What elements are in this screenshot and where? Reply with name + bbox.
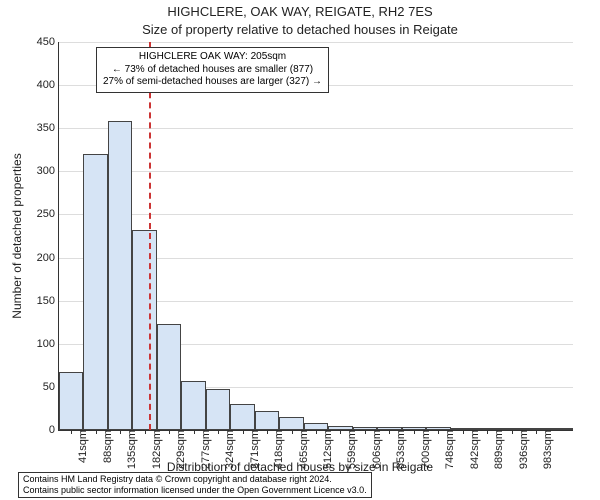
grid-line xyxy=(59,214,573,215)
x-tick xyxy=(487,430,488,434)
x-tick-label: 88sqm xyxy=(100,430,114,463)
histogram-bar xyxy=(83,154,107,430)
y-tick-label: 350 xyxy=(37,122,59,134)
x-tick xyxy=(389,430,390,434)
credit-line-2: Contains public sector information licen… xyxy=(23,485,367,496)
x-tick xyxy=(365,430,366,434)
x-tick xyxy=(512,430,513,434)
y-tick-label: 200 xyxy=(37,252,59,264)
y-tick-label: 450 xyxy=(37,36,59,48)
x-tick xyxy=(96,430,97,434)
x-tick xyxy=(267,430,268,434)
histogram-bar xyxy=(304,423,328,430)
annotation-line-2: ← 73% of detached houses are smaller (87… xyxy=(103,64,322,77)
histogram-bar xyxy=(181,381,205,430)
annotation-line-1: HIGHCLERE OAK WAY: 205sqm xyxy=(103,51,322,64)
credit-line-1: Contains HM Land Registry data © Crown c… xyxy=(23,474,367,485)
histogram-bar xyxy=(279,417,303,430)
x-tick xyxy=(438,430,439,434)
x-tick xyxy=(243,430,244,434)
x-tick xyxy=(71,430,72,434)
annotation-line-3: 27% of semi-detached houses are larger (… xyxy=(103,76,322,89)
grid-line xyxy=(59,42,573,43)
x-tick-label: 41sqm xyxy=(75,430,89,463)
page-subtitle: Size of property relative to detached ho… xyxy=(0,22,600,37)
x-tick xyxy=(316,430,317,434)
x-tick xyxy=(536,430,537,434)
x-tick xyxy=(292,430,293,434)
y-tick-label: 0 xyxy=(49,424,59,436)
grid-line xyxy=(59,128,573,129)
page-title: HIGHCLERE, OAK WAY, REIGATE, RH2 7ES xyxy=(0,4,600,19)
histogram-bar xyxy=(206,389,230,430)
y-tick-label: 250 xyxy=(37,208,59,220)
x-tick xyxy=(463,430,464,434)
histogram-bar xyxy=(157,324,181,430)
histogram-bar xyxy=(255,411,279,430)
y-tick-label: 300 xyxy=(37,165,59,177)
annotation-box: HIGHCLERE OAK WAY: 205sqm ← 73% of detac… xyxy=(96,47,329,93)
grid-line xyxy=(59,171,573,172)
y-tick-label: 100 xyxy=(37,338,59,350)
y-tick-label: 50 xyxy=(43,381,59,393)
x-tick xyxy=(120,430,121,434)
property-marker-line xyxy=(149,42,151,430)
histogram-bar xyxy=(230,404,254,430)
x-tick xyxy=(340,430,341,434)
y-tick-label: 400 xyxy=(37,79,59,91)
histogram-bar xyxy=(59,372,83,430)
y-tick-label: 150 xyxy=(37,295,59,307)
x-tick xyxy=(169,430,170,434)
x-tick xyxy=(218,430,219,434)
y-axis-title: Number of detached properties xyxy=(10,153,24,318)
histogram-bar xyxy=(132,230,156,430)
chart-plot-area: 05010015020025030035040045041sqm88sqm135… xyxy=(58,42,573,431)
x-tick xyxy=(194,430,195,434)
x-tick xyxy=(145,430,146,434)
credit-box: Contains HM Land Registry data © Crown c… xyxy=(18,472,372,498)
histogram-bar xyxy=(108,121,132,430)
x-tick xyxy=(414,430,415,434)
